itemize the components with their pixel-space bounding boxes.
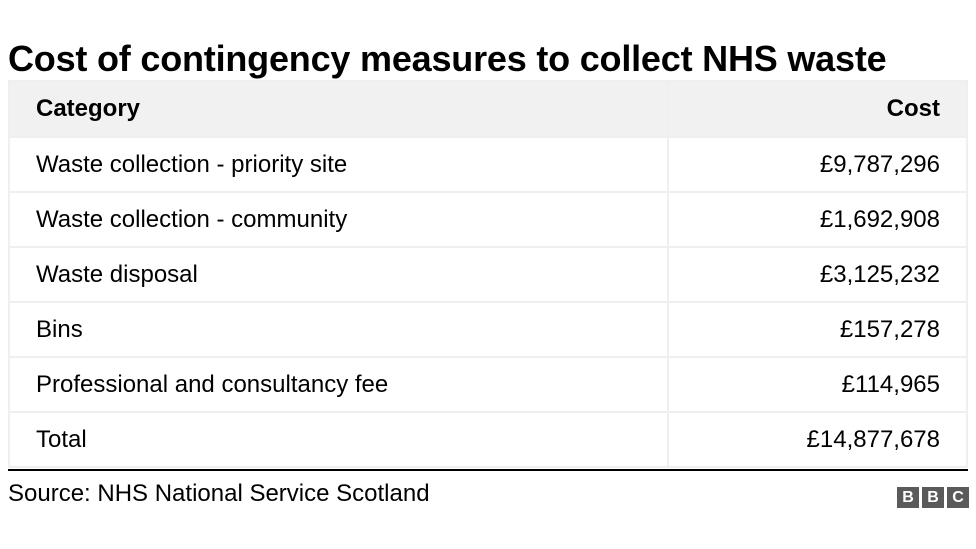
logo-letter: B xyxy=(922,487,944,508)
table-header-row: Category Cost xyxy=(8,80,968,138)
source-note: Source: NHS National Service Scotland xyxy=(8,480,430,507)
category-cell: Total xyxy=(8,411,669,468)
table-row: Professional and consultancy fee £114,96… xyxy=(8,356,968,413)
bbc-logo-icon: B B C xyxy=(897,487,969,508)
cost-table: Category Cost Waste collection - priorit… xyxy=(8,80,968,468)
cost-cell: £14,877,678 xyxy=(667,411,968,468)
table-row: Bins £157,278 xyxy=(8,301,968,358)
cost-cell: £3,125,232 xyxy=(667,246,968,303)
cost-cell: £9,787,296 xyxy=(667,136,968,193)
table-row: Waste disposal £3,125,232 xyxy=(8,246,968,303)
footer-divider xyxy=(8,469,968,471)
category-cell: Waste disposal xyxy=(8,246,669,303)
table-row: Waste collection - community £1,692,908 xyxy=(8,191,968,248)
header-category: Category xyxy=(8,80,669,138)
table-row-total: Total £14,877,678 xyxy=(8,411,968,468)
category-cell: Bins xyxy=(8,301,669,358)
chart-title: Cost of contingency measures to collect … xyxy=(8,38,887,79)
logo-letter: C xyxy=(947,487,969,508)
category-cell: Professional and consultancy fee xyxy=(8,356,669,413)
table-row: Waste collection - priority site £9,787,… xyxy=(8,136,968,193)
header-cost: Cost xyxy=(667,80,968,138)
cost-cell: £157,278 xyxy=(667,301,968,358)
category-cell: Waste collection - priority site xyxy=(8,136,669,193)
logo-letter: B xyxy=(897,487,919,508)
category-cell: Waste collection - community xyxy=(8,191,669,248)
cost-cell: £1,692,908 xyxy=(667,191,968,248)
cost-cell: £114,965 xyxy=(667,356,968,413)
